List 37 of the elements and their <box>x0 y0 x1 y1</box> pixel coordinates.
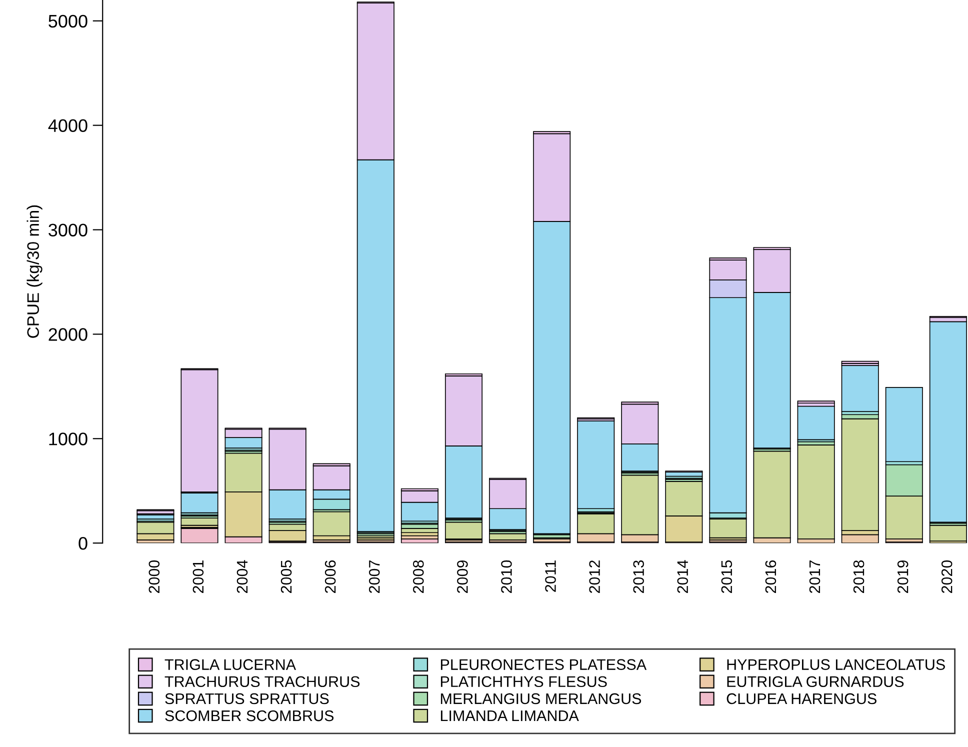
legend-label: TRIGLA LUCERNA <box>164 659 296 670</box>
x-tick-label: 2015 <box>721 560 732 593</box>
y-tick-label: 3000 <box>48 224 88 236</box>
x-tick-label: 2018 <box>853 560 864 593</box>
x-tick-label: 2008 <box>412 560 424 593</box>
legend-label: CLUPEA HARENGUS <box>726 693 876 704</box>
legend-label: TRACHURUS TRACHURUS <box>164 676 360 688</box>
x-tick-label: 2016 <box>765 560 776 593</box>
x-tick-label: 2010 <box>501 560 512 593</box>
x-tick-label: 2001 <box>192 560 204 593</box>
x-tick-label: 2019 <box>897 560 908 593</box>
x-tick-label: 2006 <box>324 560 336 593</box>
y-tick-label: 5000 <box>48 14 88 28</box>
x-tick-label: 2020 <box>941 560 952 593</box>
legend-label: HYPEROPLUS LANCEOLATUS <box>727 659 945 670</box>
legend-label: SPRATTUS SPRATTUS <box>165 693 329 704</box>
x-tick-label: 2017 <box>809 560 820 593</box>
x-tick-label: 2012 <box>589 560 600 593</box>
legend-label: LIMANDA LIMANDA <box>440 710 579 722</box>
x-tick-label: 2013 <box>633 560 644 593</box>
y-tick-label: 4000 <box>48 119 88 132</box>
y-tick-label: 1000 <box>49 432 88 446</box>
legend-label: PLATICHTHYS FLESUS <box>440 676 607 688</box>
x-tick-label: 2000 <box>148 560 160 593</box>
legend-label: PLEURONECTES PLATESSA <box>440 659 647 670</box>
legend-label: SCOMBER SCOMBRUS <box>165 710 334 722</box>
x-tick-label: 2011 <box>545 560 556 592</box>
x-tick-label: 2009 <box>457 560 468 593</box>
legend-label: EUTRIGLA GURNARDUS <box>727 676 904 688</box>
y-axis-title: CPUE (kg/30 min) <box>26 205 42 338</box>
legend-label: MERLANGIUS MERLANGUS <box>440 693 642 704</box>
x-tick-label: 2014 <box>677 560 688 593</box>
y-tick-label: 0 <box>78 537 88 550</box>
x-tick-label: 2004 <box>236 560 248 593</box>
x-tick-label: 2005 <box>280 560 292 593</box>
y-tick-label: 2000 <box>48 328 88 341</box>
x-tick-label: 2007 <box>368 560 380 593</box>
